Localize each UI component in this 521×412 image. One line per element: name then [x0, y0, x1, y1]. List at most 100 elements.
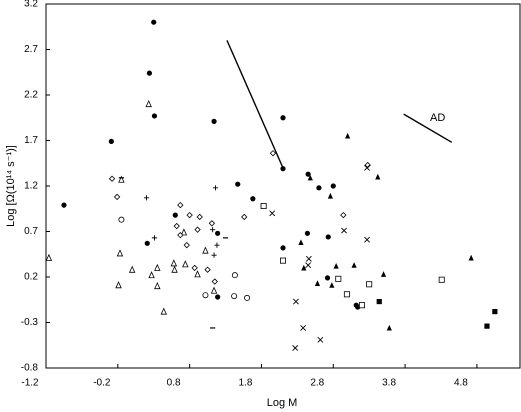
point — [316, 185, 322, 191]
point — [208, 220, 216, 227]
point — [304, 230, 311, 236]
point — [173, 222, 180, 230]
point — [211, 278, 218, 285]
point — [231, 272, 238, 279]
point — [148, 271, 155, 279]
point — [305, 171, 311, 177]
y-tick-label: 2.7 — [24, 44, 38, 55]
point — [151, 19, 157, 25]
point — [343, 291, 350, 298]
point — [212, 185, 219, 191]
point — [380, 271, 387, 277]
point — [202, 246, 209, 254]
point — [204, 266, 211, 273]
y-tick-label: 1.2 — [24, 181, 38, 192]
point — [305, 255, 312, 262]
point — [194, 226, 201, 233]
point — [115, 281, 122, 289]
x-axis-title: Log M — [267, 397, 298, 409]
point — [330, 183, 336, 189]
point — [151, 113, 158, 119]
point — [314, 280, 321, 286]
point — [210, 227, 216, 233]
point — [364, 236, 370, 243]
line-segment — [226, 40, 285, 170]
point — [45, 253, 53, 261]
point — [118, 216, 125, 223]
point — [231, 293, 238, 300]
point — [386, 324, 392, 331]
point — [144, 240, 150, 246]
point — [154, 282, 161, 290]
y-tick-label: -0.3 — [21, 317, 39, 328]
point — [345, 132, 351, 139]
point — [484, 323, 490, 329]
point — [210, 327, 216, 329]
point — [186, 211, 193, 219]
point — [317, 336, 324, 343]
point — [358, 302, 365, 309]
point — [143, 195, 150, 201]
point — [327, 192, 333, 199]
point — [340, 211, 347, 219]
plot-frame — [45, 3, 521, 369]
point — [244, 294, 251, 301]
point — [171, 265, 178, 273]
point — [355, 304, 361, 310]
x-tick-label: -1.2 — [21, 378, 39, 389]
point — [118, 175, 125, 183]
point — [183, 241, 190, 249]
point — [298, 239, 304, 246]
point — [202, 292, 209, 299]
x-tick-label: 0.8 — [167, 378, 181, 389]
point — [376, 298, 382, 305]
y-tick-label: 0.2 — [24, 272, 38, 283]
point — [329, 282, 335, 288]
point — [211, 252, 217, 258]
point — [211, 118, 217, 124]
point — [215, 230, 221, 236]
point — [215, 294, 221, 300]
point — [146, 70, 153, 76]
point — [222, 237, 229, 239]
point — [269, 210, 276, 217]
point — [335, 275, 342, 282]
point — [160, 307, 168, 315]
point — [196, 213, 203, 221]
point — [366, 281, 373, 288]
point — [108, 138, 114, 145]
point — [61, 202, 67, 208]
line-segment — [403, 113, 453, 143]
point — [333, 262, 339, 269]
point — [241, 213, 248, 221]
y-tick-label: -0.8 — [21, 363, 39, 374]
point — [300, 325, 307, 331]
point — [182, 260, 189, 268]
point — [269, 150, 277, 157]
point — [492, 308, 498, 315]
point — [177, 201, 184, 209]
point — [341, 227, 347, 234]
point — [113, 193, 121, 201]
point — [154, 263, 161, 271]
y-tick-label: 0.7 — [24, 226, 38, 237]
point — [293, 298, 299, 305]
point — [128, 265, 136, 273]
point — [145, 100, 152, 108]
x-tick-label: 4.8 — [454, 378, 468, 389]
point — [292, 345, 299, 351]
point — [305, 262, 312, 269]
point — [325, 234, 331, 240]
y-tick-label: 3.2 — [24, 0, 38, 10]
point — [468, 254, 474, 261]
y-tick-label: 1.7 — [24, 135, 38, 146]
point — [280, 245, 286, 251]
point — [324, 275, 331, 281]
x-tick-label: 3.8 — [382, 378, 396, 389]
y-tick-label: 2.2 — [24, 90, 38, 101]
point — [151, 235, 158, 241]
point — [280, 115, 286, 121]
point — [116, 249, 124, 257]
point — [194, 270, 201, 278]
